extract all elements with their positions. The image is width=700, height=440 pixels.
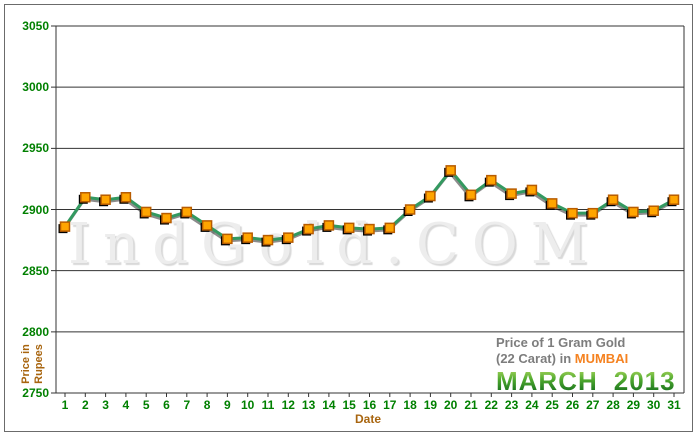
data-point-marker [587, 207, 599, 219]
x-tick-label: 4 [122, 398, 130, 412]
x-tick-label: 22 [484, 398, 498, 412]
x-tick-label: 9 [224, 398, 231, 412]
x-tick-label: 21 [464, 398, 478, 412]
x-tick-label: 7 [183, 398, 191, 412]
y-tick-label: 3000 [22, 80, 49, 95]
data-point-marker [404, 204, 416, 215]
legend-line1: Price of 1 Gram Gold [496, 335, 626, 350]
y-axis-title-line2: Rupees [33, 344, 45, 384]
data-point-marker [80, 192, 91, 203]
data-point-marker [465, 189, 477, 201]
x-tick-label: 11 [261, 398, 275, 412]
x-tick-label: 29 [626, 398, 641, 412]
data-point-marker [201, 220, 213, 231]
data-point-marker [546, 198, 558, 209]
data-point-marker [384, 222, 396, 234]
legend-city-label: MUMBAI [574, 351, 629, 366]
data-point-marker [303, 223, 314, 235]
data-point-marker [506, 188, 517, 199]
y-axis-title: Price in Rupees [20, 339, 46, 389]
page-border [4, 4, 693, 432]
data-point-marker [283, 232, 294, 243]
y-tick-label: 2950 [22, 141, 49, 156]
x-axis-title: Date [354, 412, 381, 426]
x-tick-label: 30 [647, 398, 661, 412]
x-tick-label: 15 [342, 398, 356, 412]
x-tick-label: 12 [281, 398, 295, 412]
y-tick-label: 2900 [22, 202, 49, 217]
x-tick-label: 3 [102, 398, 109, 412]
data-point-marker [140, 206, 152, 218]
y-tick-label: 2750 [22, 386, 49, 400]
x-tick-label: 25 [545, 398, 559, 412]
data-point-marker [628, 206, 639, 218]
data-point-marker [59, 221, 71, 232]
x-tick-label: 16 [362, 398, 377, 412]
y-tick-label: 2800 [22, 324, 49, 339]
y-axis-title-line1: Price in [20, 344, 32, 384]
data-point-marker [668, 194, 680, 205]
data-point-marker [100, 194, 111, 205]
data-point-marker [486, 174, 497, 186]
data-point-marker [364, 223, 375, 235]
x-tick-label: 1 [61, 398, 69, 412]
y-tick-label: 2850 [22, 263, 49, 278]
x-tick-label: 26 [565, 398, 580, 412]
x-tick-label: 19 [423, 398, 438, 412]
data-point-marker [262, 234, 274, 246]
data-point-marker [120, 192, 132, 203]
x-tick-label: 6 [163, 398, 170, 412]
legend-year-label: 2013 [613, 366, 676, 396]
data-point-marker [343, 222, 355, 234]
data-point-marker [323, 220, 335, 231]
x-tick-label: 18 [403, 398, 417, 412]
x-tick-label: 17 [383, 398, 397, 412]
legend-line2: (22 Carat) in MUMBAI [496, 351, 682, 367]
x-tick-label: 2 [81, 398, 89, 412]
data-point-marker [425, 190, 436, 202]
chart-legend: Price of 1 Gram Gold (22 Carat) in MUMBA… [496, 335, 682, 396]
data-point-marker [445, 165, 456, 176]
data-point-marker [648, 205, 659, 216]
x-tick-label: 10 [241, 398, 255, 412]
data-point-marker [526, 184, 538, 196]
legend-month-row: MARCH 2013 [496, 366, 682, 396]
data-point-marker [222, 233, 233, 245]
data-point-marker [242, 232, 253, 243]
data-point-marker [181, 206, 193, 218]
data-point-marker [567, 207, 578, 219]
x-tick-label: 13 [301, 398, 316, 412]
x-tick-label: 23 [504, 398, 519, 412]
x-tick-label: 14 [322, 398, 336, 412]
data-point-marker [607, 194, 619, 205]
legend-carat-text: (22 Carat) in [496, 351, 572, 366]
x-tick-label: 31 [667, 398, 681, 412]
x-tick-label: 5 [142, 398, 150, 412]
x-tick-label: 24 [525, 398, 539, 412]
x-tick-label: 8 [203, 398, 211, 412]
data-point-marker [161, 212, 172, 224]
y-tick-label: 3050 [22, 19, 49, 33]
legend-month-label: MARCH [496, 366, 598, 396]
x-tick-label: 28 [606, 398, 620, 412]
x-tick-label: 20 [444, 398, 458, 412]
x-tick-label: 27 [586, 398, 600, 412]
